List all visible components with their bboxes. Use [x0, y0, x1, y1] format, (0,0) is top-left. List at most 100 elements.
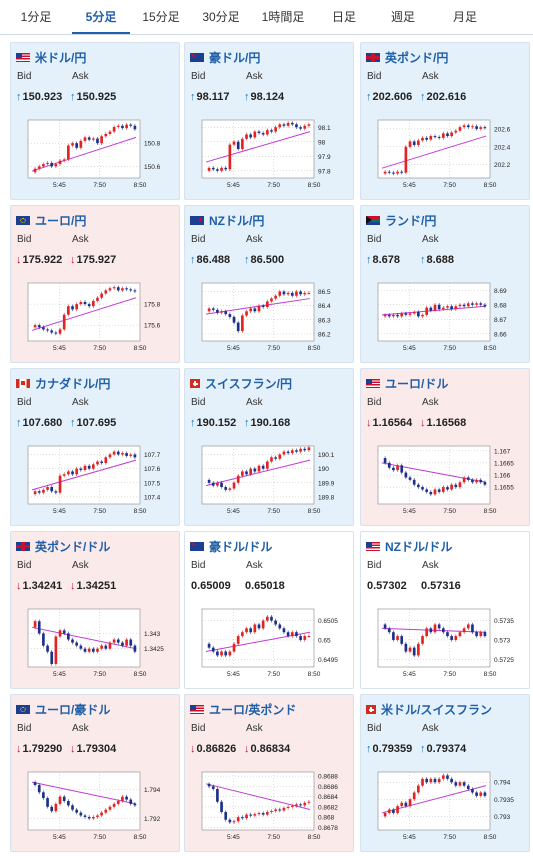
candle [245, 134, 248, 139]
currency-card[interactable]: ユーロ/豪ドル Bid Ask ↓1.79290 ↓1.79304 1.794 1.792 5… [10, 694, 180, 852]
candle [412, 479, 416, 485]
candle [392, 314, 395, 317]
pair-title[interactable]: ユーロ/ドル [366, 375, 448, 391]
y-tick-label: 86.5 [318, 289, 331, 296]
pair-title[interactable]: スイスフラン/円 [190, 375, 292, 391]
currency-card[interactable]: カナダドル/円 Bid Ask ↑107.680 ↑107.695 107.7 107.6 1… [10, 368, 180, 526]
plot-area [201, 445, 315, 505]
candle [133, 645, 137, 652]
tab-weekly[interactable]: 週足 [390, 10, 415, 24]
pair-title[interactable]: 英ポンド/円 [366, 49, 449, 65]
up-arrow-icon: ↑ [366, 254, 372, 266]
pair-title[interactable]: カナダドル/円 [16, 375, 110, 391]
candle [462, 125, 466, 128]
pair-title[interactable]: ユーロ/円 [16, 212, 86, 228]
tab-1min[interactable]: 1分足 [20, 10, 52, 24]
currency-card[interactable]: 米ドル/スイスフラン Bid Ask ↑0.79359 ↑0.79374 0.794 0.7… [360, 694, 530, 852]
pair-title[interactable]: 豪ドル/円 [190, 49, 261, 65]
currency-card[interactable]: ユーロ/ドル Bid Ask ↓1.16564 ↓1.16568 1.167 1.1665 1… [360, 368, 530, 526]
currency-card[interactable]: ユーロ/英ポンド Bid Ask ↓0.86826 ↓0.86834 0.8688 0.86… [184, 694, 354, 852]
currency-card[interactable]: NZドル/ドル Bid Ask 0.57302 0.57316 0.5735 0.573 0.… [360, 531, 530, 689]
candle [42, 489, 45, 493]
candle [91, 648, 95, 652]
currency-card[interactable]: ユーロ/円 Bid Ask ↓175.922 ↓175.927 175.8 175.6 5:4… [10, 205, 180, 363]
candle [437, 489, 441, 492]
down-arrow-icon: ↓ [244, 743, 250, 755]
currency-card[interactable]: 豪ドル/ドル Bid Ask 0.65009 0.65018 0.6505 0.65 0.64… [184, 531, 354, 689]
candle [50, 330, 54, 333]
pair-title[interactable]: 米ドル/スイスフラン [366, 701, 492, 717]
pair-title[interactable]: 米ドル/円 [16, 49, 86, 65]
currency-card[interactable]: 豪ドル/円 Bid Ask ↑98.117 ↑98.124 98.1 98 97.9 97.8 5… [184, 42, 354, 200]
candle [91, 300, 95, 307]
tab-15min[interactable]: 15分足 [142, 10, 180, 24]
pair-name: 英ポンド/円 [385, 51, 449, 65]
candle [441, 775, 445, 779]
candle [433, 624, 437, 633]
candle [400, 636, 404, 644]
candle [307, 124, 311, 126]
pair-title[interactable]: 豪ドル/ドル [190, 538, 272, 554]
currency-card[interactable]: NZドル/円 Bid Ask ↑86.488 ↑86.500 86.5 86.4 86.3 86… [184, 205, 354, 363]
currency-card[interactable]: 英ポンド/円 Bid Ask ↑202.606 ↑202.616 202.6 202.4 20… [360, 42, 530, 200]
candle [42, 792, 45, 799]
plot-area [201, 119, 315, 179]
ask-label: Ask [422, 560, 439, 571]
x-tick-label: 8:50 [308, 182, 321, 189]
candle [454, 782, 458, 786]
candle [282, 807, 286, 811]
candle [236, 141, 240, 149]
bid-label: Bid [191, 397, 206, 408]
pair-name: 豪ドル/円 [209, 51, 261, 65]
pair-title[interactable]: ランド/円 [366, 212, 436, 228]
pair-title[interactable]: ユーロ/豪ドル [16, 701, 110, 717]
bid-price: 1.16564 [372, 417, 413, 429]
y-tick-label: 175.8 [144, 302, 161, 309]
currency-card[interactable]: 米ドル/円 Bid Ask ↑150.923 ↑150.925 150.8 150.6 5:4… [10, 42, 180, 200]
pair-title[interactable]: ユーロ/英ポンド [190, 701, 296, 717]
tab-5min[interactable]: 5分足 [72, 0, 130, 34]
candle [441, 487, 445, 492]
pair-title[interactable]: 英ポンド/ドル [16, 538, 110, 554]
ask-value: ↑8.688 [420, 254, 454, 266]
candle [91, 464, 95, 469]
bid-label: Bid [17, 723, 32, 734]
currency-card[interactable]: スイスフラン/円 Bid Ask ↑190.152 ↑190.168 190.1 190 18… [184, 368, 354, 526]
currency-card[interactable]: 英ポンド/ドル Bid Ask ↓1.34241 ↓1.34251 1.343 1.3425… [10, 531, 180, 689]
x-tick-label: 8:50 [484, 671, 497, 678]
candle [299, 636, 302, 640]
candle [211, 786, 215, 789]
tab-daily[interactable]: 日足 [331, 10, 356, 24]
candle [290, 450, 294, 454]
up-arrow-icon: ↑ [244, 91, 250, 103]
ask-value: ↓1.34251 [70, 580, 116, 592]
candle [79, 645, 83, 649]
pair-title[interactable]: NZドル/ドル [366, 538, 453, 554]
currency-card[interactable]: ランド/円 Bid Ask ↑8.678 ↑8.688 8.69 8.68 8.67 8.66 5… [360, 205, 530, 363]
candle [282, 451, 286, 455]
y-tick-label: 202.2 [494, 162, 511, 169]
pair-name: NZドル/ドル [385, 540, 453, 554]
candle [241, 471, 244, 476]
candle [71, 639, 74, 643]
y-tick-label: 98 [318, 139, 326, 146]
candle [37, 491, 41, 493]
candle [295, 291, 298, 296]
candle [471, 789, 474, 793]
candle [236, 475, 240, 483]
ask-label: Ask [246, 723, 263, 734]
ask-label: Ask [72, 723, 89, 734]
x-tick-label: 8:50 [484, 834, 497, 841]
candle [129, 289, 133, 291]
candle [50, 162, 54, 167]
candle [104, 133, 108, 137]
candle [282, 291, 286, 295]
candle [58, 630, 62, 637]
pair-title[interactable]: NZドル/円 [190, 212, 264, 228]
tab-monthly[interactable]: 月足 [452, 10, 477, 24]
candle [220, 167, 223, 171]
y-tick-label: 0.6505 [318, 618, 338, 625]
tab-30min[interactable]: 30分足 [202, 10, 240, 24]
tab-1hour[interactable]: 1時間足 [261, 10, 305, 24]
candle [299, 291, 302, 295]
